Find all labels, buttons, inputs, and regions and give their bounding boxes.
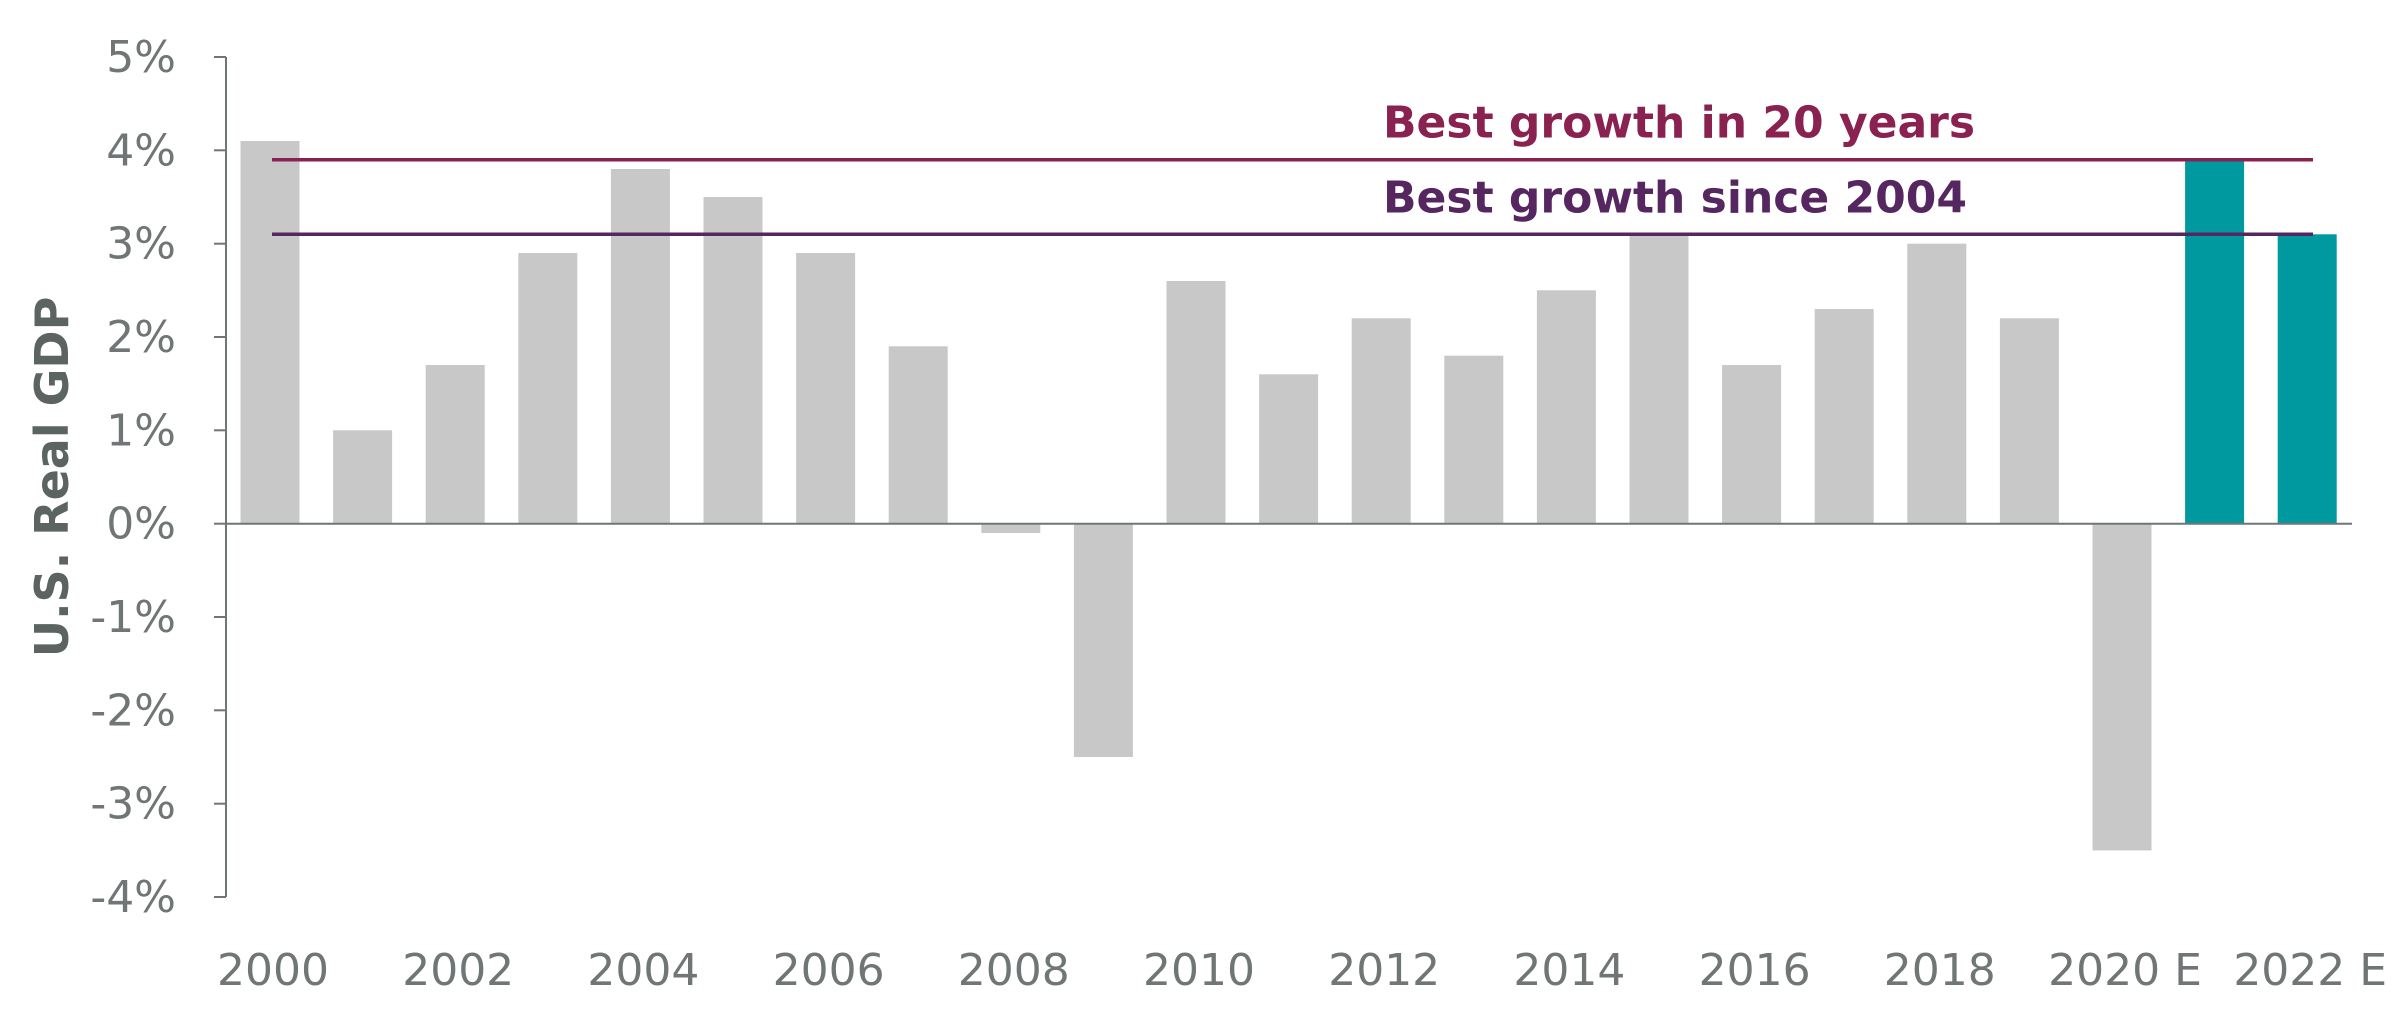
bar-2012 bbox=[1351, 318, 1411, 524]
bar-2020 bbox=[2092, 523, 2152, 851]
reference-label-2: Best growth since 2004 bbox=[1383, 172, 1967, 223]
axes-layer bbox=[214, 56, 2352, 898]
y-tick-label: 5% bbox=[106, 32, 176, 83]
y-tick-label: 3% bbox=[106, 219, 176, 270]
x-tick-label: 2012 bbox=[1328, 945, 1440, 996]
reference-lines-layer: Best growth in 20 years Best growth since… bbox=[272, 98, 2313, 237]
bar-2009 bbox=[1073, 523, 1133, 757]
y-tick-label: 2% bbox=[106, 312, 176, 363]
bar-2000 bbox=[240, 141, 300, 524]
bar-2005 bbox=[703, 197, 763, 524]
bar-2008 bbox=[981, 523, 1041, 533]
bar-2003 bbox=[518, 253, 578, 524]
y-tick-label: -3% bbox=[90, 779, 176, 830]
x-tick-label: 2020 E bbox=[2048, 945, 2202, 996]
bar-2016 bbox=[1722, 365, 1782, 524]
bar-2013 bbox=[1444, 355, 1504, 524]
y-tick-label: 0% bbox=[106, 499, 176, 550]
bar-2010 bbox=[1166, 281, 1226, 524]
x-tick-label: 2010 bbox=[1143, 945, 1255, 996]
bar-2018 bbox=[1907, 243, 1967, 524]
bar-2014 bbox=[1536, 290, 1596, 524]
x-tick-label: 2004 bbox=[587, 945, 699, 996]
y-tick-label: -2% bbox=[90, 685, 176, 736]
bar-2015 bbox=[1629, 234, 1689, 524]
y-tick-label: 4% bbox=[106, 125, 176, 176]
x-tick-label: 2008 bbox=[958, 945, 1070, 996]
y-tick-label: -4% bbox=[90, 872, 176, 923]
bar-2019 bbox=[1999, 318, 2059, 524]
bar-2004 bbox=[610, 169, 670, 524]
y-tick-label: -1% bbox=[90, 592, 176, 643]
bar-2021 bbox=[2185, 159, 2245, 524]
reference-label-1: Best growth in 20 years bbox=[1383, 98, 1975, 149]
bar-2017 bbox=[1814, 309, 1874, 524]
x-tick-label: 2016 bbox=[1699, 945, 1811, 996]
x-tick-label: 2002 bbox=[402, 945, 514, 996]
bar-2011 bbox=[1259, 374, 1319, 524]
x-tick-label: 2000 bbox=[217, 945, 329, 996]
x-tick-label: 2006 bbox=[773, 945, 885, 996]
y-tick-label: 1% bbox=[106, 405, 176, 456]
x-tick-label: 2022 E bbox=[2233, 945, 2387, 996]
labels-layer: 5% 4% 3% 2% 1% 0% -1% -2% -3% -4% 2000 2002 2004 2006… bbox=[90, 32, 2387, 996]
bar-2007 bbox=[888, 346, 948, 524]
bars-layer bbox=[240, 141, 2337, 851]
y-axis-title: U.S. Real GDP bbox=[25, 297, 79, 658]
x-tick-label: 2018 bbox=[1884, 945, 1996, 996]
bar-2001 bbox=[333, 430, 393, 524]
x-tick-label: 2014 bbox=[1513, 945, 1625, 996]
bar-2006 bbox=[796, 253, 856, 524]
bar-2002 bbox=[425, 365, 485, 524]
bar-2022 bbox=[2277, 234, 2337, 524]
